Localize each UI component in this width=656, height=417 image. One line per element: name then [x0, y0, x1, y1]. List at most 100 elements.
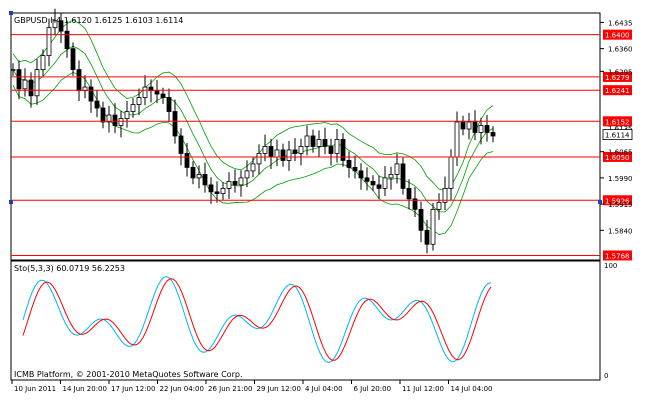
candle-body: [490, 132, 496, 137]
candle-body: [172, 111, 178, 137]
candle-body: [250, 163, 256, 172]
level-label-box: [603, 29, 632, 40]
candle-body: [52, 20, 58, 29]
level-label-box: [603, 71, 632, 82]
level-label-box: [603, 151, 632, 162]
candle-body: [262, 146, 268, 154]
candle-body: [112, 114, 118, 126]
candle-body: [334, 139, 340, 154]
candle-body: [358, 170, 364, 179]
stochastic-label: Sto(5,3,3) 60.0719 56.2253: [14, 264, 125, 273]
candle-body: [10, 69, 16, 71]
candle-body: [178, 135, 184, 154]
time-tick-label: 14 Jul 04:00: [451, 385, 493, 393]
candle-body: [232, 180, 238, 186]
candle-body: [364, 177, 370, 182]
candle-body: [370, 180, 376, 186]
candle-body: [64, 30, 70, 50]
candle-body: [94, 100, 100, 109]
candle-body: [196, 174, 202, 179]
current-price-label: 1.6114: [605, 132, 630, 140]
middle-band: [12, 45, 494, 213]
chart-title: GBPUSD,H4 1.6120 1.6125 1.6103 1.6114: [14, 16, 183, 25]
stochastic-top-tick: 100: [604, 262, 617, 270]
candle-body: [322, 139, 328, 147]
candle-body: [238, 177, 244, 186]
candlestick-series: [10, 8, 496, 254]
scroll-marker-top[interactable]: [9, 11, 13, 15]
price-tick-label: 1.6295: [608, 68, 633, 76]
candle-body: [124, 111, 130, 119]
candle-body: [184, 153, 190, 168]
stochastic-lines: [22, 276, 492, 364]
candle-body: [310, 135, 316, 147]
candle-body: [430, 208, 436, 245]
time-tick-label: 10 Jun 2011: [14, 385, 56, 393]
candle-body: [76, 69, 82, 91]
candle-body: [190, 167, 196, 179]
candle-body: [436, 201, 442, 210]
candle-body: [286, 149, 292, 161]
price-tick-label: 1.5990: [608, 175, 633, 183]
candle-body: [466, 121, 472, 130]
time-tick-label: 17 Jun 12:00: [111, 385, 155, 393]
candle-body: [268, 146, 274, 158]
candle-body: [304, 135, 310, 147]
candle-body: [346, 160, 352, 168]
price-tick-label: 1.6435: [608, 19, 633, 27]
candle-body: [208, 184, 214, 193]
candle-body: [274, 149, 280, 158]
level-label: 1.6241: [605, 87, 630, 95]
candle-body: [256, 153, 262, 165]
level-label: 1.6400: [605, 32, 630, 40]
candle-body: [484, 125, 490, 133]
candle-body: [394, 163, 400, 175]
time-axis: 10 Jun 2011 14 Jun 20:00 17 Jun 12:00 22 Ju…: [11, 380, 493, 393]
candle-body: [154, 90, 160, 95]
candle-body: [106, 114, 112, 123]
stochastic-panel: [10, 260, 601, 381]
candle-body: [40, 55, 46, 70]
stochastic-d-line: [22, 278, 492, 361]
scroll-marker-mid-right[interactable]: [598, 200, 602, 204]
candle-body: [22, 79, 28, 90]
candle-body: [280, 149, 286, 161]
candle-body: [316, 139, 322, 147]
candle-body: [412, 198, 418, 210]
candle-body: [88, 86, 94, 102]
level-label: 1.5768: [605, 252, 630, 260]
level-label-box: [603, 85, 632, 96]
candle-body: [388, 174, 394, 179]
candle-body: [214, 191, 220, 195]
candle-body: [340, 139, 346, 161]
candle-body: [160, 93, 166, 98]
candle-body: [202, 174, 208, 186]
level-label: 1.6279: [605, 74, 630, 82]
scroll-marker-mid[interactable]: [9, 200, 13, 204]
candle-body: [478, 125, 484, 133]
candle-body: [130, 104, 136, 112]
candle-body: [70, 48, 76, 70]
time-tick-label: 4 Jul 04:00: [305, 385, 343, 393]
time-tick-label: 26 Jun 21:00: [208, 385, 252, 393]
candle-body: [58, 20, 64, 32]
candle-body: [406, 187, 412, 200]
candle-body: [454, 121, 460, 158]
candle-body: [418, 208, 424, 231]
candle-body: [46, 27, 52, 57]
time-tick-label: 6 Jul 20:00: [354, 385, 392, 393]
candle-body: [142, 86, 148, 98]
stochastic-k-line: [22, 276, 492, 364]
price-tick-label: 1.5915: [608, 201, 633, 209]
candle-body: [442, 187, 448, 203]
candle-body: [34, 69, 40, 97]
stochastic-bottom-tick: 0: [604, 372, 608, 380]
time-tick-label: 29 Jun 12:00: [257, 385, 301, 393]
level-label-box: [603, 195, 632, 206]
time-tick-label: 14 Jun 20:00: [63, 385, 107, 393]
time-tick-label: 22 Jun 04:00: [160, 385, 204, 393]
price-axis: 1.6435 1.6360 1.6295 1.6065 1.5990 1.5915 1.58…: [600, 19, 633, 235]
candle-body: [352, 167, 358, 172]
